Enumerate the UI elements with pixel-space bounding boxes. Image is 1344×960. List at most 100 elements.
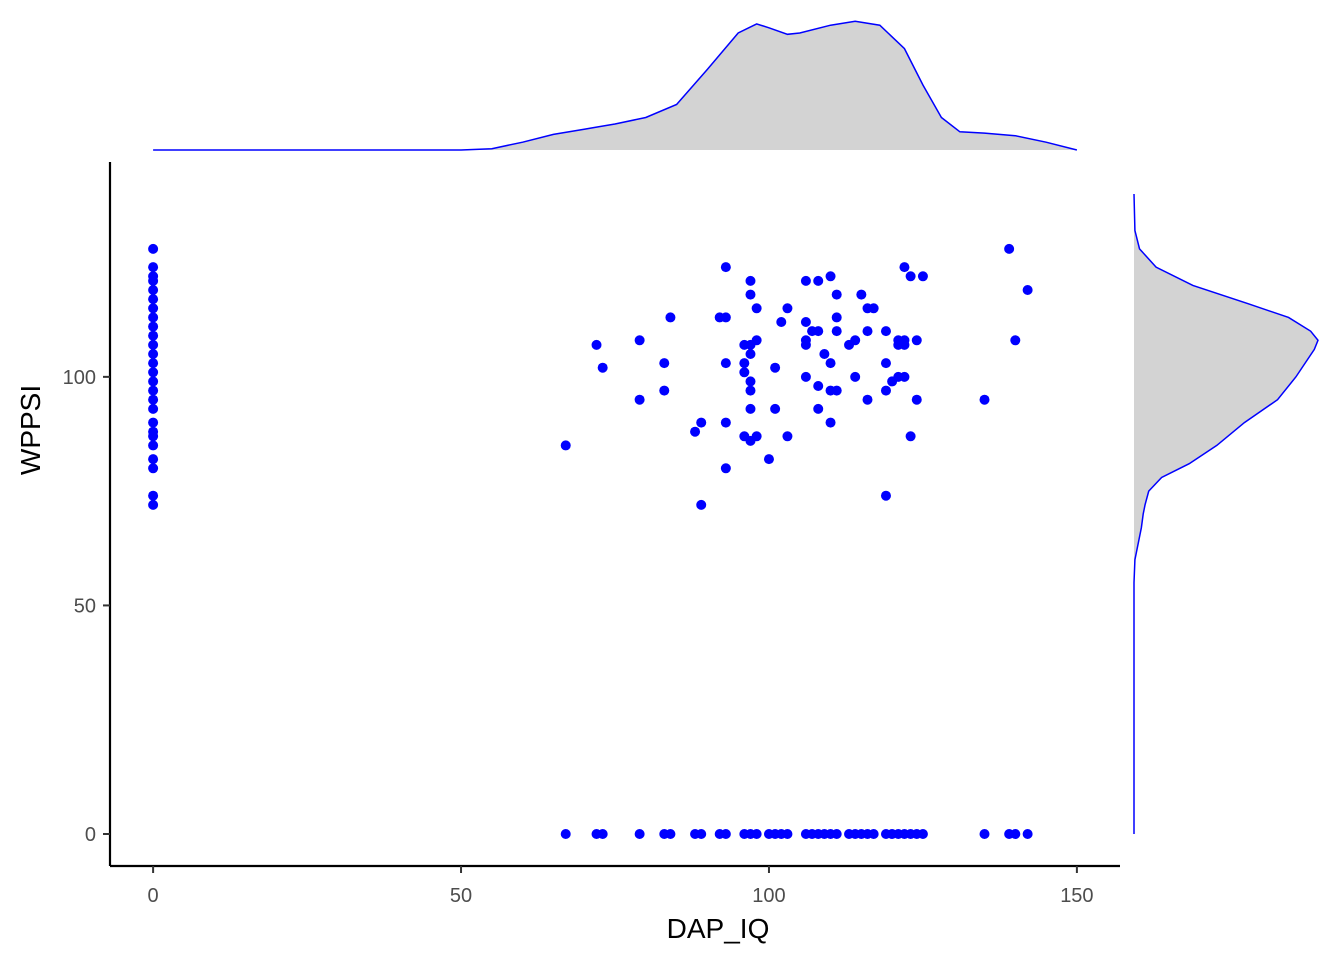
data-point bbox=[148, 463, 159, 474]
data-point bbox=[800, 371, 811, 382]
data-point bbox=[880, 385, 891, 396]
data-point bbox=[720, 312, 731, 323]
data-point bbox=[720, 417, 731, 428]
x-axis-title: DAP_IQ bbox=[667, 913, 770, 944]
data-point bbox=[665, 312, 676, 323]
data-point bbox=[720, 358, 731, 369]
data-point bbox=[591, 339, 602, 350]
data-point bbox=[831, 326, 842, 337]
data-point bbox=[148, 403, 159, 414]
data-point bbox=[148, 285, 159, 295]
data-point bbox=[751, 829, 762, 839]
data-point bbox=[696, 829, 707, 839]
data-point bbox=[739, 358, 750, 369]
y-ticks: 0 50 100 bbox=[63, 367, 110, 846]
data-point bbox=[880, 326, 891, 337]
right-density-area bbox=[1134, 194, 1318, 834]
data-point bbox=[148, 303, 159, 314]
data-point bbox=[148, 431, 159, 442]
data-point bbox=[720, 829, 731, 839]
data-point bbox=[813, 326, 824, 337]
top-density-area bbox=[153, 21, 1077, 150]
data-point bbox=[148, 490, 159, 501]
data-point bbox=[782, 829, 793, 839]
data-point bbox=[745, 385, 756, 396]
data-point bbox=[148, 275, 159, 286]
data-point bbox=[745, 289, 756, 300]
data-point bbox=[831, 312, 842, 323]
data-point bbox=[868, 303, 879, 314]
data-point bbox=[800, 317, 811, 327]
data-point bbox=[776, 317, 787, 327]
data-point bbox=[899, 262, 910, 273]
data-point bbox=[720, 463, 731, 474]
data-point bbox=[148, 243, 159, 254]
top-density-line bbox=[153, 20, 1078, 151]
data-point bbox=[148, 454, 159, 465]
data-point bbox=[899, 339, 910, 350]
data-point bbox=[800, 339, 811, 350]
data-point bbox=[597, 362, 608, 373]
data-point bbox=[899, 371, 910, 382]
data-point bbox=[831, 385, 842, 396]
data-point bbox=[1010, 335, 1021, 346]
x-tick-label: 0 bbox=[148, 885, 159, 907]
data-point bbox=[751, 335, 762, 346]
data-point bbox=[880, 490, 891, 501]
data-point bbox=[148, 339, 159, 350]
data-point bbox=[690, 426, 701, 437]
data-point bbox=[634, 829, 645, 839]
data-point bbox=[831, 289, 842, 300]
data-point bbox=[917, 829, 928, 839]
data-point bbox=[148, 499, 159, 510]
x-tick-label: 50 bbox=[450, 885, 472, 907]
data-point bbox=[850, 335, 861, 346]
data-point bbox=[862, 394, 873, 405]
data-point bbox=[148, 440, 159, 451]
right-density-plot bbox=[1133, 193, 1319, 834]
data-point bbox=[770, 362, 781, 373]
data-point bbox=[831, 829, 842, 839]
data-point bbox=[868, 829, 879, 839]
data-point bbox=[905, 431, 916, 442]
data-point bbox=[148, 330, 159, 341]
data-point bbox=[825, 271, 836, 282]
data-point bbox=[148, 394, 159, 405]
data-point bbox=[751, 431, 762, 442]
data-point bbox=[850, 371, 861, 382]
data-point bbox=[745, 376, 756, 387]
axes bbox=[108, 162, 1120, 868]
data-point bbox=[800, 275, 811, 286]
data-point bbox=[659, 358, 670, 369]
data-point bbox=[745, 403, 756, 414]
data-point bbox=[1022, 829, 1033, 839]
y-tick-label: 100 bbox=[63, 367, 96, 389]
data-point bbox=[911, 394, 922, 405]
data-point bbox=[739, 367, 750, 378]
data-point bbox=[979, 829, 990, 839]
x-tick-label: 150 bbox=[1060, 885, 1093, 907]
data-point bbox=[911, 335, 922, 346]
data-point bbox=[665, 829, 676, 839]
data-point bbox=[148, 367, 159, 378]
data-point bbox=[917, 271, 928, 282]
y-tick-label: 50 bbox=[74, 595, 96, 617]
data-point bbox=[782, 431, 793, 442]
data-point bbox=[597, 829, 608, 839]
right-density-line bbox=[1133, 193, 1319, 834]
data-point bbox=[905, 271, 916, 282]
data-point bbox=[825, 358, 836, 369]
data-point bbox=[880, 358, 891, 369]
top-density-plot bbox=[153, 20, 1078, 151]
data-point bbox=[560, 829, 571, 839]
data-point bbox=[763, 454, 774, 465]
data-point bbox=[148, 376, 159, 387]
data-point bbox=[1004, 243, 1015, 254]
data-point bbox=[148, 385, 159, 396]
data-point bbox=[745, 349, 756, 359]
data-point bbox=[148, 312, 159, 323]
y-tick-label: 0 bbox=[85, 824, 96, 846]
data-point bbox=[770, 403, 781, 414]
data-point bbox=[1010, 829, 1021, 839]
data-point bbox=[813, 275, 824, 286]
